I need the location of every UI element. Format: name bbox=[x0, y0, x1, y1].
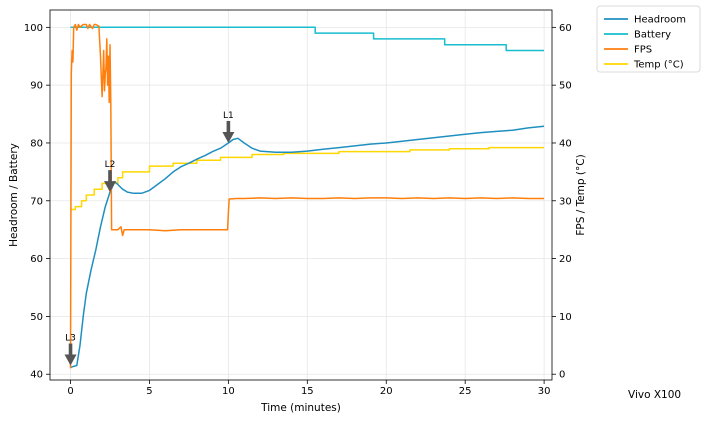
legend-label: Headroom bbox=[634, 15, 686, 26]
y-tick-label-left: 70 bbox=[30, 196, 43, 207]
x-tick-label: 25 bbox=[459, 386, 472, 397]
legend-box bbox=[596, 5, 701, 73]
series-line-headroom bbox=[70, 125, 545, 369]
annotation-l1: L1 bbox=[222, 111, 235, 143]
y-tick-label-right: 20 bbox=[559, 254, 572, 265]
x-tick-label: 10 bbox=[222, 386, 235, 397]
y-tick-label-right: 50 bbox=[559, 81, 572, 92]
series-line-battery bbox=[70, 26, 545, 52]
annotation-l2: L2 bbox=[103, 160, 116, 193]
x-tick-label: 5 bbox=[146, 386, 152, 397]
ticks-layer: 0 5 10 15 20 25 30 40 50 60 70 80 90 100 0 10 20 30 40 50 60 bbox=[24, 23, 572, 397]
y-tick-label-left: 90 bbox=[30, 81, 43, 92]
legend-label: Temp (°C) bbox=[633, 60, 684, 71]
y-tick-label-left: 60 bbox=[30, 254, 43, 265]
y-axis-label-left: Headroom / Battery bbox=[8, 143, 20, 247]
y-tick-label-right: 0 bbox=[559, 370, 565, 381]
x-tick-label: 30 bbox=[538, 386, 551, 397]
plot-frame bbox=[49, 9, 553, 381]
y-tick-label-left: 50 bbox=[30, 312, 43, 323]
annotation-arrow-head bbox=[222, 131, 235, 143]
x-tick-label: 0 bbox=[67, 386, 73, 397]
y-tick-label-right: 10 bbox=[559, 312, 572, 323]
x-axis-label: Time (minutes) bbox=[260, 402, 341, 414]
y-tick-label-right: 40 bbox=[559, 138, 572, 149]
annotation-arrow-head bbox=[64, 354, 77, 366]
annotation-arrow-shaft bbox=[68, 343, 73, 356]
y-tick-label-left: 40 bbox=[30, 370, 43, 381]
annotation-label: L2 bbox=[105, 160, 116, 170]
device-label: Vivo X100 bbox=[628, 389, 682, 401]
series-layer bbox=[69, 23, 545, 369]
legend-label: Battery bbox=[634, 30, 671, 41]
annotation-arrow-shaft bbox=[108, 170, 112, 183]
y-axis-label-right: FPS / Temp (°C) bbox=[575, 154, 587, 235]
series-line-temp-c bbox=[70, 146, 545, 211]
x-tick-label: 20 bbox=[380, 386, 393, 397]
annotation-label: L1 bbox=[223, 111, 234, 121]
legend-label: FPS bbox=[634, 45, 652, 56]
y-tick-label-right: 60 bbox=[559, 23, 572, 34]
annotation-arrow-head bbox=[103, 181, 116, 193]
annotation-arrow-shaft bbox=[226, 120, 231, 133]
legend: Headroom Battery FPS Temp (°C) bbox=[596, 5, 701, 73]
series-line-fps bbox=[69, 23, 545, 369]
y-tick-label-left: 100 bbox=[24, 23, 43, 34]
annotation-l3: L3 bbox=[64, 334, 77, 366]
y-tick-label-left: 80 bbox=[30, 138, 43, 149]
annotations-layer: L3 L2 L1 bbox=[64, 111, 235, 366]
grid bbox=[50, 10, 552, 380]
y-tick-label-right: 30 bbox=[559, 196, 572, 207]
annotation-label: L3 bbox=[65, 334, 76, 344]
x-tick-label: 15 bbox=[301, 386, 314, 397]
